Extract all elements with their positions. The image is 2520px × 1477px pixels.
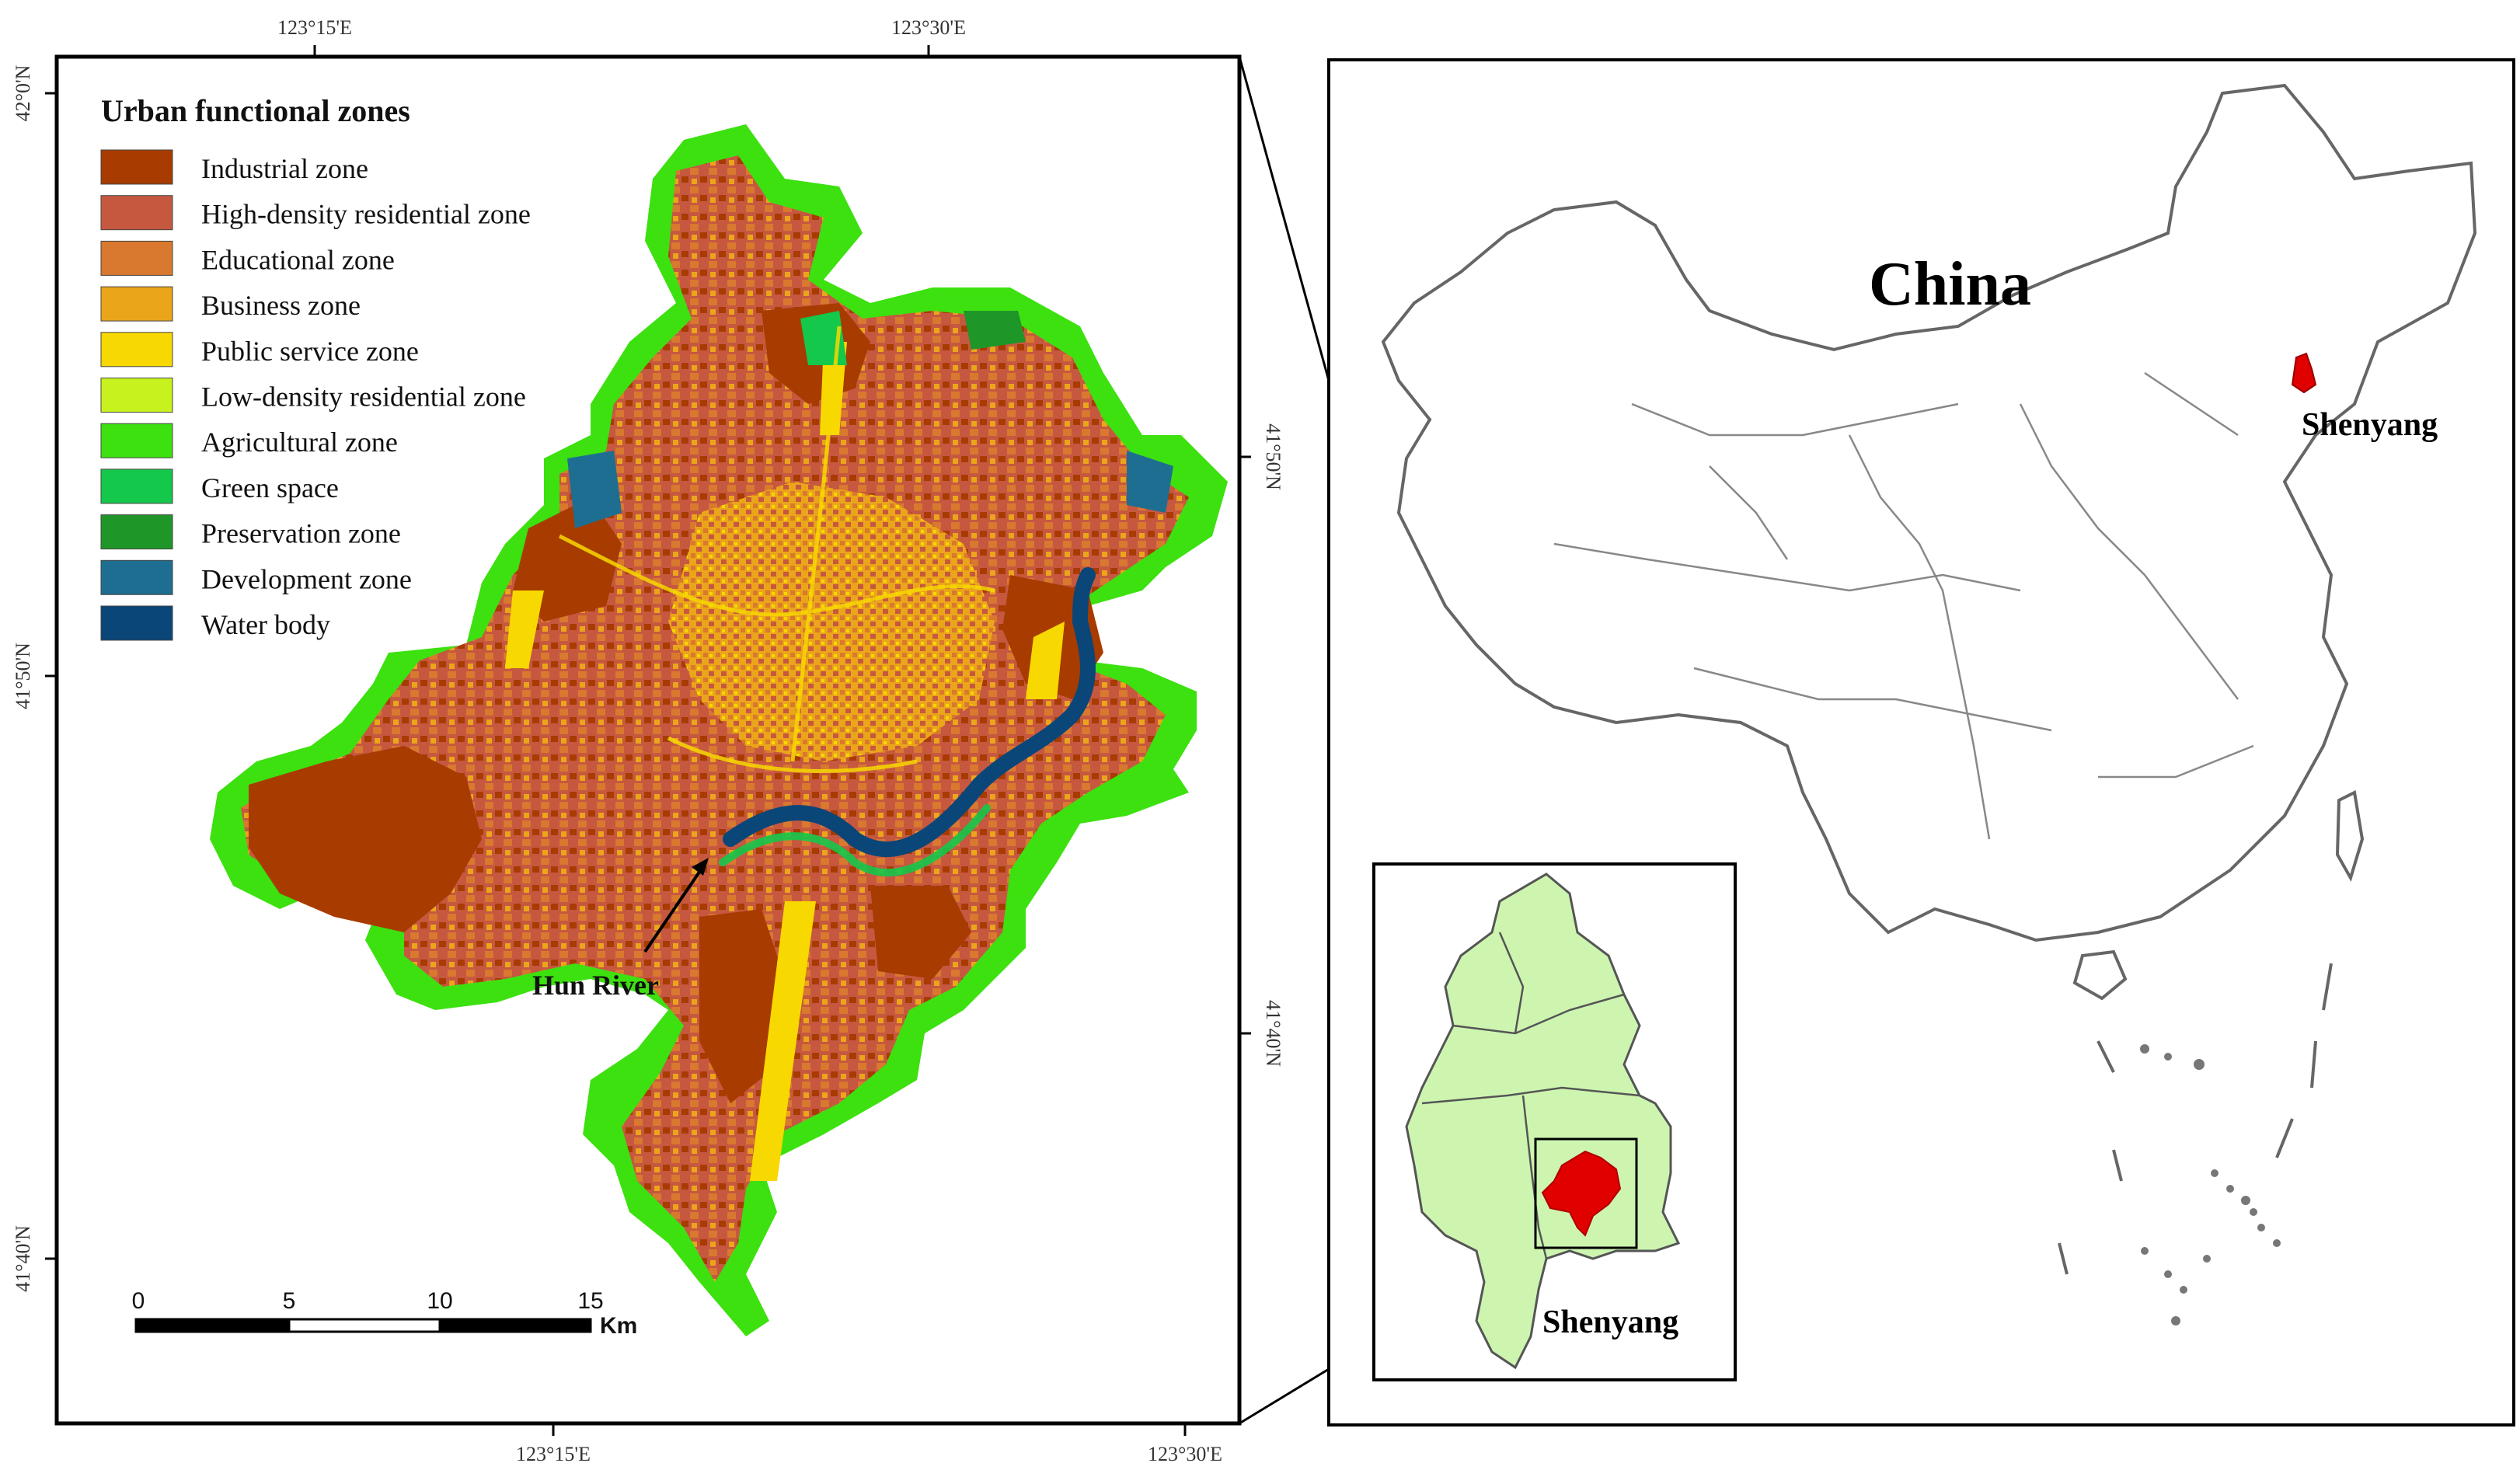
legend-swatch [100,149,173,185]
main-map-panel: 123°15'E 123°30'E 123°15'E 123°30'E 42°0… [12,16,1284,1465]
coord-right-2: 41°40'N [1262,1000,1284,1067]
coord-top-1: 123°15'E [277,16,352,39]
shenyang-label-country: Shenyang [2302,407,2438,443]
public-service-strip-east [1026,622,1065,699]
coord-left-1: 42°0'N [12,64,34,121]
china-outline [1381,83,2477,1001]
legend-swatch [100,514,173,550]
province-boundaries [1553,371,2254,840]
legend-label: Green space [201,472,339,503]
scale-bar-seg-1 [134,1318,291,1333]
scale-bar-seg-2 [288,1318,441,1333]
hun-river-arrow [643,865,705,953]
legend-label: Development zone [201,563,412,594]
china-hainan [2072,949,2128,1001]
legend-swatch [100,195,173,231]
legend-label: Low-density residential zone [201,381,526,413]
shenyang-label-province: Shenyang [1542,1305,1678,1340]
coord-left-2: 41°50'N [12,643,34,709]
hun-river-green-bank [719,804,991,876]
hun-river [723,567,1096,857]
development-zone-east [1127,451,1173,513]
public-service-strip-south [750,901,816,1181]
coord-left-3: 41°40'N [12,1225,34,1292]
legend-label: High-density residential zone [201,199,531,230]
scale-unit: Km [600,1313,637,1339]
coord-bottom-1: 123°15'E [516,1443,591,1465]
shenyang-urban-highlight [1541,1150,1622,1237]
legend-swatch [100,559,173,595]
coordinate-ticks [45,45,1251,1436]
legend-label: Business zone [201,290,361,321]
scale-tick-5: 5 [283,1288,296,1314]
legend-label: Public service zone [201,336,419,367]
urban-residential-fabric [241,155,1189,1282]
development-zone-northwest [567,451,622,528]
scale-bar-seg-3 [438,1318,592,1333]
inset-panel: China Shenyang Shenyang [1327,58,2515,1426]
hun-river-label: Hun River [532,970,659,1001]
urban-core-business [668,482,995,761]
hun-river-arrowhead [692,858,709,876]
legend-swatch [100,332,173,368]
shenyang-urban-zone-map [210,124,1228,1336]
public-service-strip-west [505,590,544,668]
scale-tick-10: 10 [427,1288,452,1314]
legend-swatch [100,423,173,458]
legend-swatch [100,469,173,504]
legend-label: Educational zone [201,244,395,275]
legend-label: Water body [201,609,330,640]
legend-swatch [100,240,173,276]
south-china-sea-islands [2058,963,2333,1275]
industrial-southeast [870,886,971,979]
legend: Urban functional zones Industrial zone Hi… [100,93,531,641]
legend-swatch [100,286,173,322]
china-mainland [1381,83,2477,942]
hun-river-annotation: Hun River [532,858,709,1001]
preservation-zone-patch [964,311,1026,350]
legend-swatch [100,378,173,413]
scale-bar: 0 5 10 15 Km [132,1288,638,1339]
shenyang-urban-extent-box [1534,1137,1638,1249]
legend-label: Agricultural zone [201,427,398,458]
china-taiwan [2335,790,2365,883]
legend-swatch [100,605,173,641]
road-network [558,326,995,773]
industrial-west [249,746,482,932]
scale-tick-0: 0 [132,1288,145,1314]
legend-title: Urban functional zones [101,93,410,128]
shenyang-highlight-on-china [2291,352,2317,394]
industrial-south [699,909,785,1103]
scale-tick-15: 15 [577,1288,603,1314]
coord-bottom-2: 123°30'E [1148,1443,1222,1465]
legend-label: Industrial zone [201,153,368,184]
coord-right-1: 41°50'N [1262,423,1284,490]
china-label: China [1869,250,2031,319]
south-china-sea-dots [2140,1044,2281,1325]
legend-label: Preservation zone [201,518,401,549]
coord-top-2: 123°30'E [891,16,966,39]
